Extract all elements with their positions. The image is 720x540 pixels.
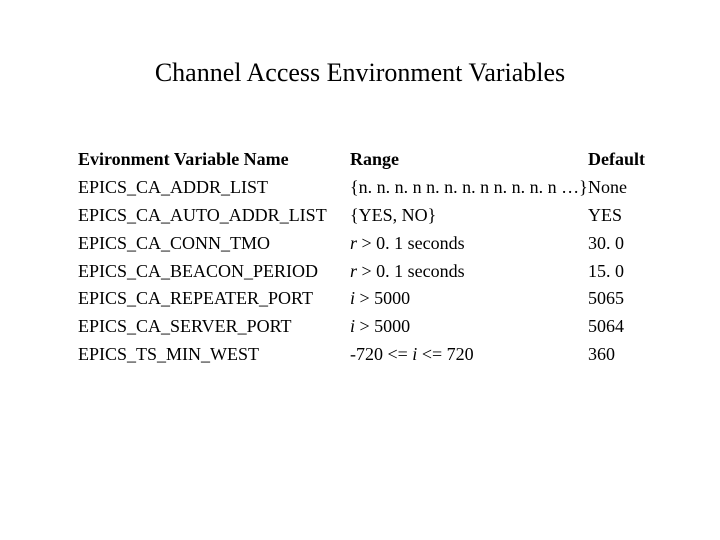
range-rest: > 0. 1 seconds (357, 233, 465, 253)
cell-default: YES (588, 202, 622, 230)
cell-name: EPICS_CA_BEACON_PERIOD (78, 258, 350, 286)
cell-name: EPICS_CA_SERVER_PORT (78, 313, 350, 341)
range-rest: > 5000 (355, 316, 410, 336)
table-row: EPICS_CA_CONN_TMO r > 0. 1 seconds 30. 0 (78, 230, 680, 258)
cell-default: 15. 0 (588, 258, 624, 286)
cell-default: 360 (588, 341, 615, 369)
cell-name: EPICS_CA_ADDR_LIST (78, 174, 350, 202)
cell-range: {YES, NO} (350, 202, 588, 230)
header-range: Range (350, 146, 588, 174)
cell-range: i > 5000 (350, 285, 588, 313)
cell-name: EPICS_CA_AUTO_ADDR_LIST (78, 202, 350, 230)
cell-default: 5065 (588, 285, 624, 313)
table-row: EPICS_CA_AUTO_ADDR_LIST {YES, NO} YES (78, 202, 680, 230)
range-rest: -720 <= i <= 720 (350, 344, 474, 364)
cell-name: EPICS_TS_MIN_WEST (78, 341, 350, 369)
table-row: EPICS_CA_BEACON_PERIOD r > 0. 1 seconds … (78, 258, 680, 286)
cell-default: 30. 0 (588, 230, 624, 258)
table-row: EPICS_CA_REPEATER_PORT i > 5000 5065 (78, 285, 680, 313)
header-name: Evironment Variable Name (78, 146, 350, 174)
table-row: EPICS_TS_MIN_WEST -720 <= i <= 720 360 (78, 341, 680, 369)
range-rest: {n. n. n. n n. n. n. n n. n. n. n …} (350, 177, 588, 197)
table-header-row: Evironment Variable Name Range Default (78, 146, 680, 174)
range-var: r (350, 233, 357, 253)
document-page: Channel Access Environment Variables Evi… (0, 0, 720, 540)
cell-range: i > 5000 (350, 313, 588, 341)
range-rest: {YES, NO} (350, 205, 436, 225)
cell-name: EPICS_CA_CONN_TMO (78, 230, 350, 258)
table-row: EPICS_CA_ADDR_LIST {n. n. n. n n. n. n. … (78, 174, 680, 202)
env-var-table: Evironment Variable Name Range Default E… (0, 146, 720, 369)
table-row: EPICS_CA_SERVER_PORT i > 5000 5064 (78, 313, 680, 341)
range-var: r (350, 261, 357, 281)
cell-range: r > 0. 1 seconds (350, 258, 588, 286)
cell-range: -720 <= i <= 720 (350, 341, 588, 369)
range-rest: > 5000 (355, 288, 410, 308)
range-rest: > 0. 1 seconds (357, 261, 465, 281)
cell-default: None (588, 174, 627, 202)
cell-range: r > 0. 1 seconds (350, 230, 588, 258)
page-title: Channel Access Environment Variables (0, 0, 720, 146)
cell-name: EPICS_CA_REPEATER_PORT (78, 285, 350, 313)
header-default: Default (588, 146, 645, 174)
cell-range: {n. n. n. n n. n. n. n n. n. n. n …} (350, 174, 588, 202)
cell-default: 5064 (588, 313, 624, 341)
